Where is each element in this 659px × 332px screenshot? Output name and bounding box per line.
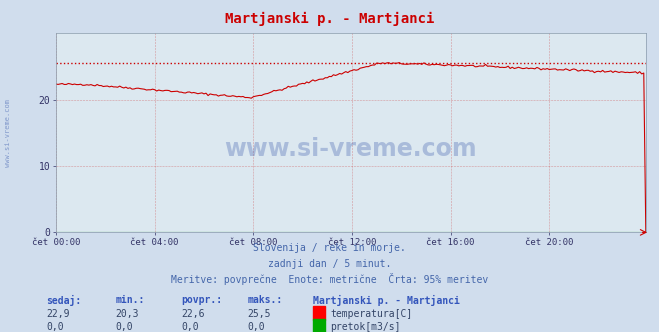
Text: temperatura[C]: temperatura[C]	[330, 309, 413, 319]
Text: 0,0: 0,0	[181, 322, 199, 332]
Text: Slovenija / reke in morje.: Slovenija / reke in morje.	[253, 243, 406, 253]
Text: 0,0: 0,0	[46, 322, 64, 332]
Text: 25,5: 25,5	[247, 309, 271, 319]
Text: zadnji dan / 5 minut.: zadnji dan / 5 minut.	[268, 259, 391, 269]
Text: pretok[m3/s]: pretok[m3/s]	[330, 322, 401, 332]
Text: Martjanski p. - Martjanci: Martjanski p. - Martjanci	[313, 295, 460, 306]
Text: min.:: min.:	[115, 295, 145, 305]
Text: maks.:: maks.:	[247, 295, 282, 305]
Text: www.si-vreme.com: www.si-vreme.com	[5, 99, 11, 167]
Text: 20,3: 20,3	[115, 309, 139, 319]
Text: Martjanski p. - Martjanci: Martjanski p. - Martjanci	[225, 12, 434, 26]
Text: povpr.:: povpr.:	[181, 295, 222, 305]
Text: sedaj:: sedaj:	[46, 295, 81, 306]
Text: 0,0: 0,0	[115, 322, 133, 332]
Text: www.si-vreme.com: www.si-vreme.com	[225, 137, 477, 161]
Text: 22,9: 22,9	[46, 309, 70, 319]
Text: Meritve: povprečne  Enote: metrične  Črta: 95% meritev: Meritve: povprečne Enote: metrične Črta:…	[171, 273, 488, 285]
Text: 0,0: 0,0	[247, 322, 265, 332]
Text: 22,6: 22,6	[181, 309, 205, 319]
